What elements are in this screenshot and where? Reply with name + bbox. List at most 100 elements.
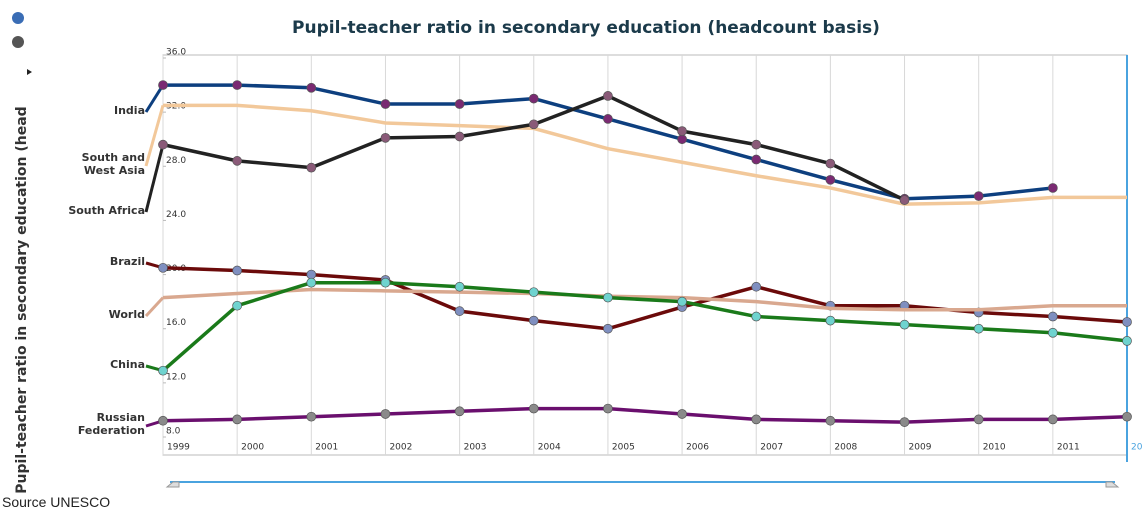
point: [1122, 411, 1132, 422]
point: [306, 269, 317, 280]
point: [1047, 311, 1058, 322]
point: [973, 323, 984, 334]
point: [232, 80, 243, 90]
point: [380, 99, 391, 109]
point: [751, 414, 762, 425]
point: [603, 403, 613, 414]
series-label[interactable]: South Africa: [68, 203, 145, 217]
x-tick-label: 2005: [612, 443, 635, 453]
point: [899, 195, 910, 205]
point: [232, 156, 243, 166]
x-tick-label: 2001: [315, 443, 338, 453]
point: [454, 306, 465, 316]
point: [158, 80, 168, 90]
point: [677, 296, 687, 307]
point: [528, 119, 539, 130]
point: [1122, 317, 1132, 327]
point: [1047, 183, 1058, 193]
point: [380, 133, 391, 143]
point: [825, 158, 836, 169]
label-connector: [144, 104, 165, 167]
point: [677, 409, 687, 419]
info-icon[interactable]: [12, 36, 24, 48]
point: [973, 414, 984, 425]
y-axis-label: Pupil-teacher ratio in secondary educati…: [14, 106, 30, 493]
menu-arrow[interactable]: [27, 69, 32, 75]
source: Source UNESCO: [2, 494, 111, 510]
y-tick-label: 24.0: [166, 210, 186, 220]
point: [899, 319, 910, 330]
x-tick-label: 2000: [241, 443, 264, 453]
point: [454, 99, 465, 109]
point: [158, 415, 168, 426]
point: [454, 281, 465, 292]
x-tick-label: 2006: [686, 443, 709, 453]
point: [528, 93, 539, 104]
label-connector: [144, 84, 165, 113]
x-tick-label: 2003: [464, 443, 487, 453]
x-tick-label: 2002: [389, 443, 412, 453]
slider-handle[interactable]: [1105, 481, 1120, 488]
point: [973, 191, 984, 201]
series-label[interactable]: World: [108, 307, 145, 321]
point: [158, 139, 168, 150]
point: [306, 162, 317, 173]
point: [306, 82, 317, 93]
point: [751, 139, 762, 150]
point: [1047, 414, 1058, 425]
y-tick-label: 16.0: [166, 318, 186, 328]
series-line: [162, 406, 1128, 424]
point: [306, 411, 317, 422]
x-tick-label: 1999: [167, 443, 190, 453]
point: [380, 409, 391, 419]
point: [825, 174, 836, 185]
point: [825, 415, 836, 426]
series-line: [163, 103, 1127, 206]
point: [528, 287, 539, 298]
point: [603, 91, 613, 101]
point: [751, 311, 762, 322]
x-tick-label: 2009: [909, 443, 932, 453]
series-label[interactable]: India: [114, 103, 145, 117]
series-label[interactable]: South and West Asia: [81, 151, 145, 177]
series-line: [162, 287, 1127, 312]
y-tick-label: 8.0: [166, 427, 181, 437]
series-label[interactable]: Russian Federation: [77, 411, 145, 437]
point: [232, 414, 243, 425]
slider-handle[interactable]: [165, 481, 180, 488]
series-label[interactable]: China: [110, 357, 145, 371]
point: [899, 417, 910, 427]
x-tick-label: 2011: [1057, 443, 1080, 453]
point: [1122, 336, 1132, 346]
point: [232, 265, 243, 276]
point: [677, 134, 687, 145]
point: [306, 277, 317, 288]
point: [454, 406, 465, 417]
x-tick-label: 2007: [760, 443, 783, 453]
x-tick-label: 2008: [834, 443, 857, 453]
point: [158, 262, 168, 273]
help-icon[interactable]: [12, 12, 24, 24]
point: [528, 403, 539, 414]
x-tick-label: 2010: [983, 443, 1006, 453]
point: [751, 281, 762, 292]
point: [528, 315, 539, 326]
point: [158, 365, 168, 376]
label-connector: [144, 144, 165, 213]
point: [380, 277, 391, 288]
y-tick-label: 36.0: [166, 48, 186, 58]
point: [603, 323, 613, 334]
series-label[interactable]: Brazil: [109, 254, 145, 268]
x-tick-label: 20: [1131, 443, 1143, 453]
series-line: [161, 280, 1128, 372]
point: [1047, 327, 1058, 338]
label-connector: [144, 296, 165, 318]
point: [603, 292, 613, 303]
point: [751, 154, 762, 165]
y-tick-label: 12.0: [166, 372, 186, 382]
point: [454, 131, 465, 142]
point: [603, 114, 613, 124]
x-tick-label: 2004: [538, 443, 561, 453]
